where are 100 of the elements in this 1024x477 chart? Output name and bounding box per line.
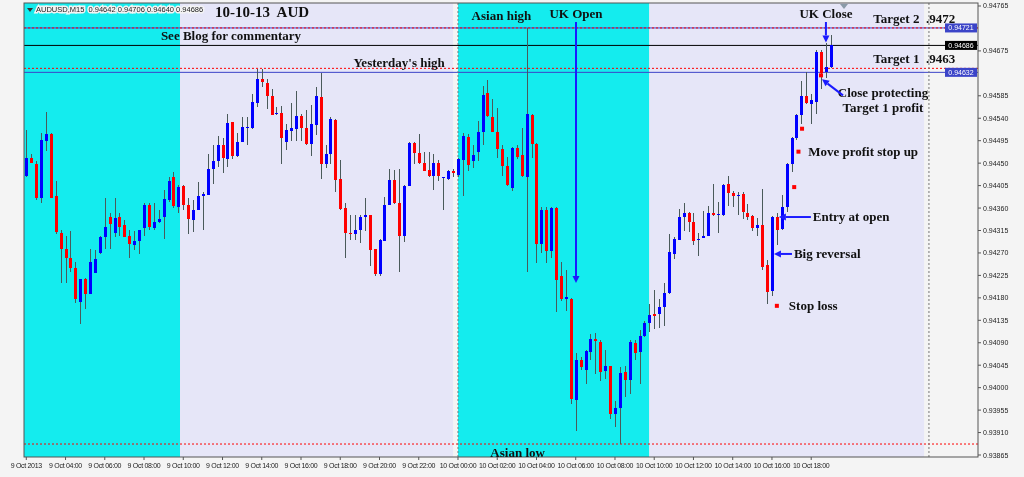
candlestick (104, 197, 107, 250)
candlestick (692, 212, 695, 246)
annotation: Big reversal (793, 245, 861, 261)
candlestick (133, 230, 136, 251)
point (792, 185, 797, 190)
candlestick (830, 34, 833, 69)
candlestick (202, 191, 205, 230)
annotation: Yesterday's high (353, 55, 446, 71)
candlestick (776, 212, 779, 246)
candlestick (614, 400, 617, 428)
candlestick (648, 303, 651, 333)
candlestick (236, 132, 239, 158)
candlestick (737, 191, 740, 216)
candlestick (653, 289, 656, 330)
candlestick (624, 365, 627, 398)
candlestick (491, 98, 494, 133)
chart-title: 10-10-13 AUD (214, 4, 310, 20)
candlestick (354, 214, 357, 241)
candlestick (60, 229, 63, 284)
candlestick (428, 151, 431, 178)
point (800, 126, 805, 131)
annotation: Asian low (490, 445, 546, 461)
candlestick (707, 205, 710, 237)
candlestick (148, 202, 151, 230)
candlestick (683, 202, 686, 232)
candlestick (271, 88, 274, 116)
candlestick (663, 282, 666, 327)
candlestick (266, 78, 269, 110)
point (819, 73, 824, 78)
candlestick (177, 184, 180, 214)
candlestick (688, 211, 691, 233)
candlestick (290, 102, 293, 142)
candlestick (138, 229, 141, 255)
candlestick (472, 144, 475, 169)
candlestick (325, 144, 328, 169)
candlestick (84, 277, 87, 310)
candlestick (79, 278, 82, 325)
annotation: Stop loss (788, 297, 838, 313)
candlestick (241, 116, 244, 143)
candlestick (462, 132, 465, 197)
candlestick (496, 107, 499, 159)
candlestick (565, 269, 568, 312)
candlestick (521, 127, 524, 178)
candlestick (717, 201, 720, 234)
candlestick (506, 156, 509, 187)
candlestick (560, 261, 563, 302)
candlestick (212, 144, 215, 185)
candlestick (45, 111, 48, 152)
candlestick (109, 212, 112, 250)
candlestick (222, 137, 225, 174)
candlestick (285, 123, 288, 151)
candlestick (639, 329, 642, 385)
candlestick (442, 176, 445, 211)
annotation: See Blog for commentary (160, 28, 302, 43)
candlestick (349, 214, 352, 241)
annotation: UK Open (549, 6, 604, 21)
candlestick (217, 135, 220, 168)
candlestick (359, 214, 362, 244)
candlestick (295, 90, 298, 142)
candlestick (393, 169, 396, 205)
candlestick (795, 113, 798, 141)
candlestick (128, 229, 131, 259)
candlestick (810, 93, 813, 125)
candlestick (182, 184, 185, 211)
candlestick (246, 116, 249, 146)
candlestick (114, 197, 117, 238)
candlestick (418, 133, 421, 165)
point (774, 303, 779, 308)
candlestick (192, 199, 195, 233)
candlestick (756, 217, 759, 237)
candlestick (300, 113, 303, 142)
candlestick (604, 349, 607, 380)
candlestick (256, 68, 259, 108)
candlestick (261, 68, 264, 88)
candlestick (477, 120, 480, 162)
candlestick (432, 153, 435, 191)
candlestick (678, 208, 681, 241)
candlestick (163, 189, 166, 240)
candlestick (305, 109, 308, 146)
annotation: Close protecting Target 1 profit (837, 85, 929, 116)
candlestick (143, 202, 146, 237)
candlestick (197, 181, 200, 211)
annotation: UK Close (799, 6, 853, 21)
candlestick (634, 339, 637, 361)
candlestick (702, 210, 705, 239)
candlestick (457, 157, 460, 178)
candlestick (65, 235, 68, 284)
annotation: Entry at open (812, 209, 891, 225)
candlestick (501, 144, 504, 177)
annotation: Move profit stop up (808, 143, 919, 159)
candlestick (486, 79, 489, 118)
annotation: Asian high (471, 7, 532, 23)
candlestick (658, 298, 661, 329)
candlestick (153, 202, 156, 230)
candlestick (825, 42, 828, 79)
candlestick (310, 104, 313, 157)
candlestick (727, 175, 730, 207)
candlestick (69, 230, 72, 273)
candlestick (742, 191, 745, 220)
annotation: Target 1 .9463 (873, 51, 956, 67)
